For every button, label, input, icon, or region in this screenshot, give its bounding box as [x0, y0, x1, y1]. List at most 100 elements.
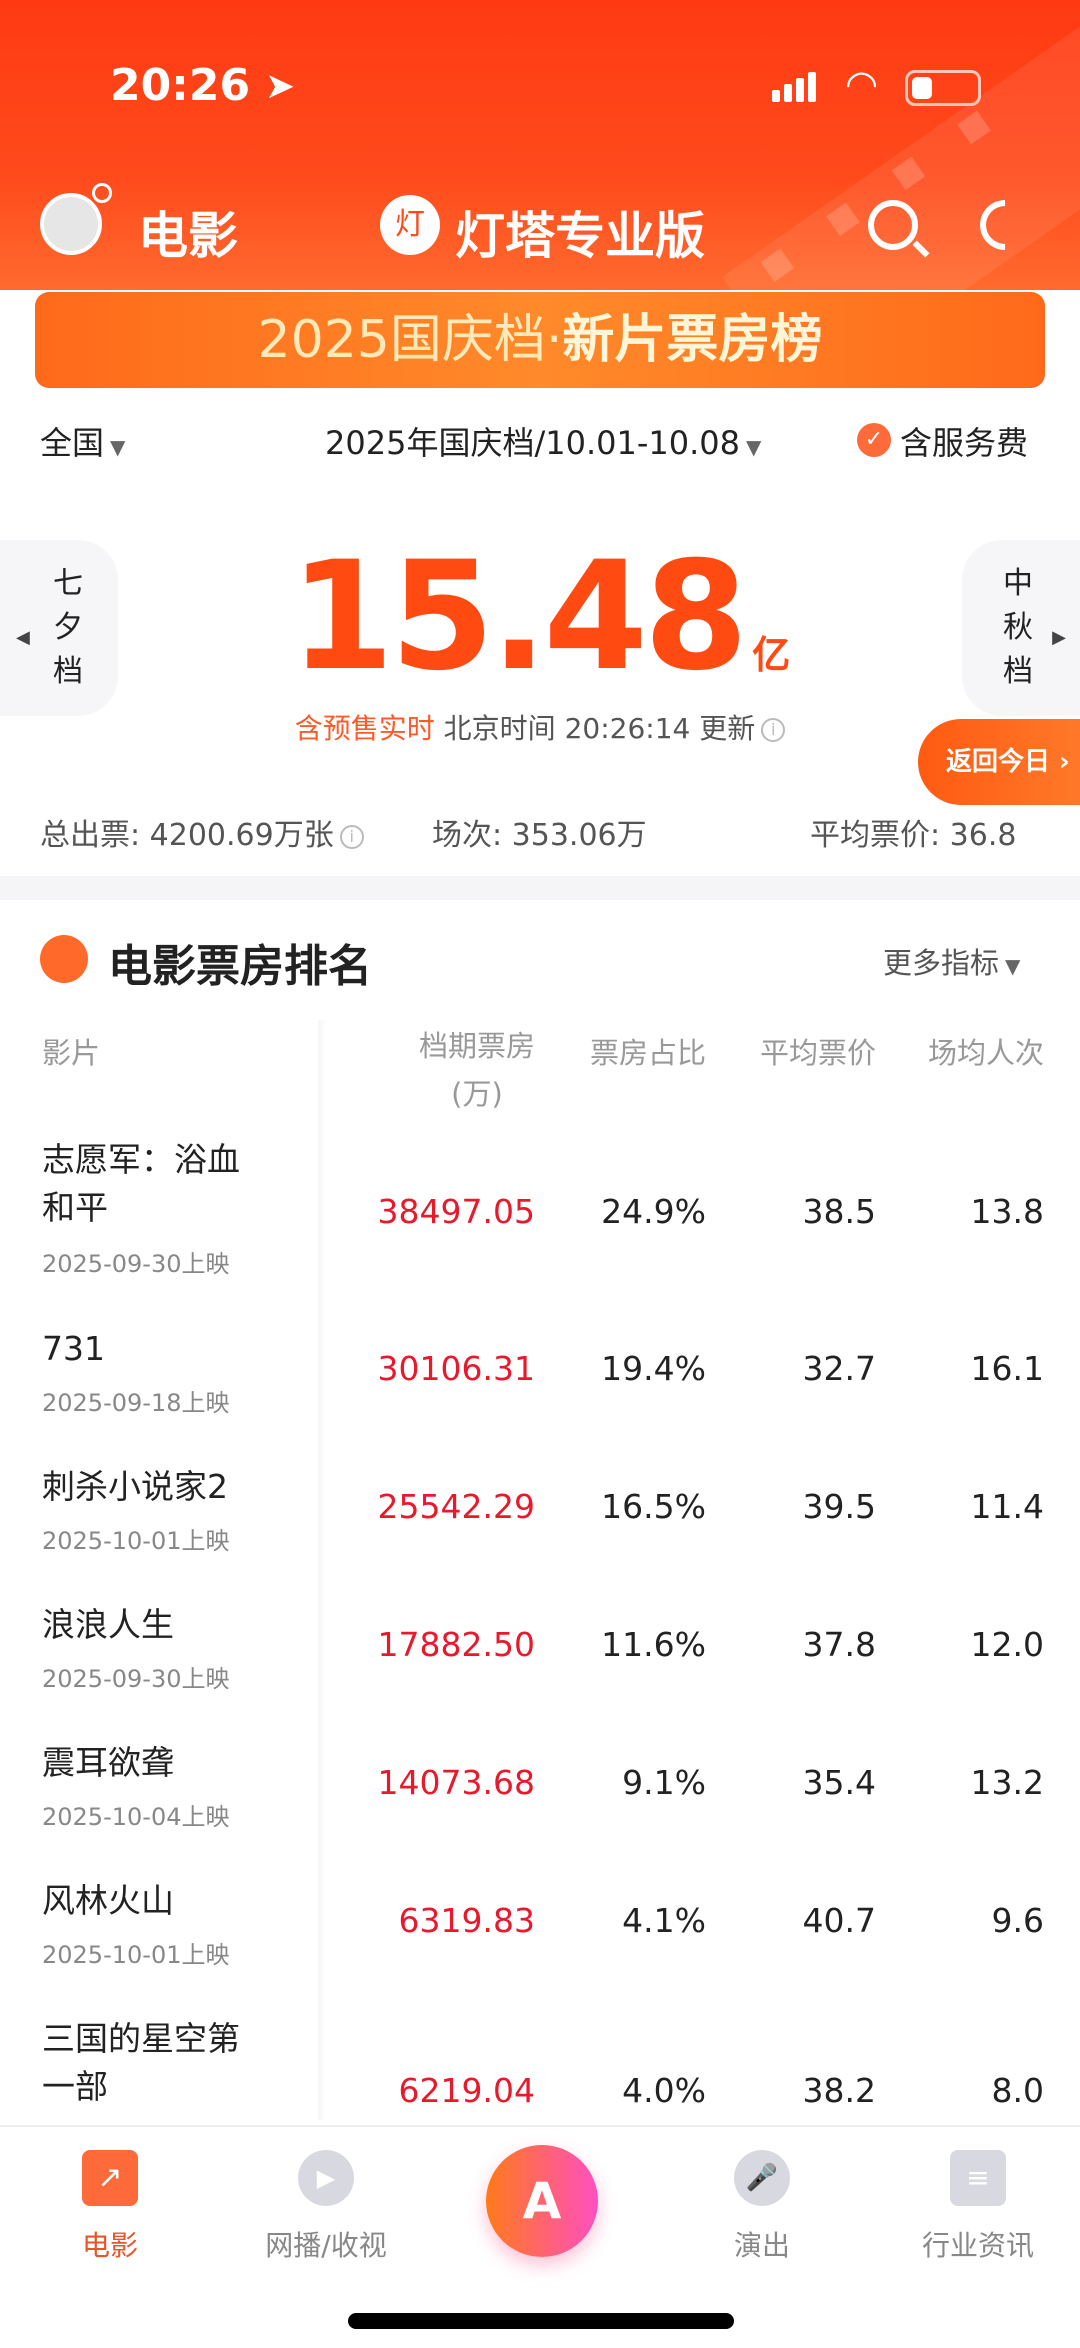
table-row[interactable]: 志愿军：浴血和平 2025-09-30上映 38497.05 24.9% 38.5 13.… [0, 1136, 1080, 1326]
tab-streaming[interactable]: ▶ 网播/收视 [226, 2150, 426, 2264]
banner-prefix: 2025国庆档· [257, 310, 563, 370]
table-row[interactable]: 震耳欲聋 2025-10-04上映 14073.68 9.1% 35.4 13.2 [0, 1739, 1080, 1877]
avg-price: 35.4 [802, 1763, 876, 1802]
table-row[interactable]: 刺杀小说家2 2025-10-01上映 25542.29 16.5% 39.5 11.4 [0, 1463, 1080, 1601]
caret-right-icon: ▶ [1052, 627, 1066, 648]
col-header-film: 影片 [42, 1036, 101, 1070]
share: 9.1% [622, 1763, 706, 1802]
ai-assistant-button[interactable]: A [486, 2145, 598, 2257]
avatar[interactable] [40, 193, 102, 255]
box-office: 30106.31 [377, 1349, 535, 1388]
share: 4.0% [622, 2071, 706, 2110]
box-office: 14073.68 [377, 1763, 535, 1802]
caret-down-icon: ▼ [1005, 954, 1021, 978]
average-price: 平均票价: 36.8 [810, 818, 1017, 853]
region-label: 全国 [40, 424, 105, 462]
col-header-share[interactable]: 票房占比 [589, 1036, 706, 1070]
tab-label: 网播/收视 [265, 2229, 387, 2262]
period-label: 2025年国庆档/10.01-10.08 [325, 424, 740, 462]
avg-price: 37.8 [802, 1625, 876, 1664]
avg-price: 40.7 [802, 1901, 876, 1940]
total-shows: 场次: 353.06万 [432, 818, 647, 853]
film-name: 风林火山 [42, 1881, 174, 1920]
caret-left-icon: ◀ [16, 627, 30, 648]
per-show: 9.6 [991, 1901, 1044, 1940]
sticky-column-shadow [318, 1020, 326, 2120]
banner-highlight: 新片票房榜 [562, 310, 823, 370]
promo-banner[interactable]: 2025国庆档·新片票房榜 [35, 292, 1045, 388]
ticket-trend-icon: ↗ [82, 2150, 138, 2206]
battery-icon [905, 70, 981, 106]
table-row[interactable]: 三国的星空第一部 6219.04 4.0% 38.2 8.0 [0, 2015, 1080, 2205]
avg-price: 38.5 [802, 1192, 876, 1231]
info-icon[interactable]: i [339, 824, 364, 849]
film-name: 浪浪人生 [42, 1605, 174, 1644]
avg-price: 32.7 [802, 1349, 876, 1388]
info-icon[interactable]: i [761, 718, 786, 742]
per-show: 13.2 [970, 1763, 1044, 1802]
prev-period-button[interactable]: ◀ 七夕档 [0, 540, 118, 716]
table-row[interactable]: 731 2025-09-18上映 30106.31 19.4% 32.7 16.1 [0, 1325, 1080, 1463]
col-header-box-office[interactable]: 档期票房 (万) [419, 1022, 535, 1118]
ranking-title: 电影票房排名 [108, 941, 372, 992]
more-metrics-label: 更多指标 [883, 946, 1000, 980]
lighthouse-logo-icon: 灯 [380, 195, 440, 255]
film-name: 志愿军：浴血和平 [42, 1140, 240, 1227]
location-arrow-icon: ➤ [265, 66, 296, 107]
tab-label: 电影 [81, 2229, 138, 2262]
share: 11.6% [601, 1625, 706, 1664]
period-select[interactable]: 2025年国庆档/10.01-10.08 ▼ [325, 418, 761, 464]
update-time: 北京时间 20:26:14 更新 [443, 712, 756, 745]
box-office: 17882.50 [377, 1625, 535, 1664]
film-name: 三国的星空第一部 [42, 2019, 240, 2106]
col-header-per-show[interactable]: 场均人次 [927, 1036, 1044, 1070]
header-title[interactable]: 电影 [138, 207, 238, 265]
box-office: 6219.04 [398, 2071, 535, 2110]
service-fee-label[interactable]: 含服务费 [900, 424, 1029, 462]
total-unit: 亿 [752, 633, 791, 677]
per-show: 13.8 [970, 1192, 1044, 1231]
per-show: 8.0 [991, 2071, 1044, 2110]
col-header-avg-price[interactable]: 平均票价 [759, 1036, 876, 1070]
tab-shows[interactable]: 🎤 演出 [662, 2150, 862, 2264]
share: 19.4% [601, 1349, 706, 1388]
lighthouse-icon [40, 935, 88, 983]
tab-label: 演出 [733, 2229, 790, 2262]
film-name: 刺杀小说家2 [42, 1467, 228, 1506]
tab-label: 行业资讯 [921, 2229, 1034, 2262]
film-name: 731 [42, 1329, 105, 1368]
signal-icon [772, 72, 820, 102]
status-time: 20:26 [110, 60, 251, 111]
wifi-icon: ◠ [845, 62, 879, 106]
table-row[interactable]: 风林火山 2025-10-01上映 6319.83 4.1% 40.7 9.6 [0, 1877, 1080, 2015]
share: 16.5% [601, 1487, 706, 1526]
share: 24.9% [601, 1192, 706, 1231]
per-show: 16.1 [970, 1349, 1044, 1388]
return-today-button[interactable]: 返回今日 › [918, 719, 1080, 805]
share: 4.1% [622, 1901, 706, 1940]
check-icon[interactable]: ✓ [857, 423, 891, 457]
play-icon: ▶ [298, 2150, 354, 2206]
section-divider [0, 876, 1080, 900]
release-date: 2025-10-04上映 [42, 1803, 230, 1831]
update-line: 含预售实时 北京时间 20:26:14 更新 i [0, 707, 1080, 747]
tab-news[interactable]: ≡ 行业资讯 [878, 2150, 1078, 2264]
search-icon[interactable] [868, 200, 918, 250]
more-metrics-button[interactable]: 更多指标 ▼ [883, 940, 1020, 982]
nav-divider [0, 2125, 1080, 2127]
total-box-office: 15.48 亿 [0, 530, 1080, 704]
per-show: 12.0 [970, 1625, 1044, 1664]
home-indicator[interactable] [348, 2313, 734, 2329]
next-period-button[interactable]: ▶ 中秋档 [962, 540, 1080, 716]
col-box-office-label: 档期票房 [418, 1029, 535, 1063]
tab-movie[interactable]: ↗ 电影 [10, 2150, 210, 2264]
region-select[interactable]: 全国 ▼ [40, 418, 125, 464]
col-box-office-unit: (万) [451, 1077, 503, 1111]
release-date: 2025-09-30上映 [42, 1250, 230, 1278]
avg-price: 38.2 [802, 2071, 876, 2110]
release-date: 2025-10-01上映 [42, 1941, 230, 1969]
per-show: 11.4 [970, 1487, 1044, 1526]
microphone-icon: 🎤 [734, 2150, 790, 2206]
total-tickets: 总出票: 4200.69万张 i [40, 810, 364, 854]
table-row[interactable]: 浪浪人生 2025-09-30上映 17882.50 11.6% 37.8 12.0 [0, 1601, 1080, 1739]
